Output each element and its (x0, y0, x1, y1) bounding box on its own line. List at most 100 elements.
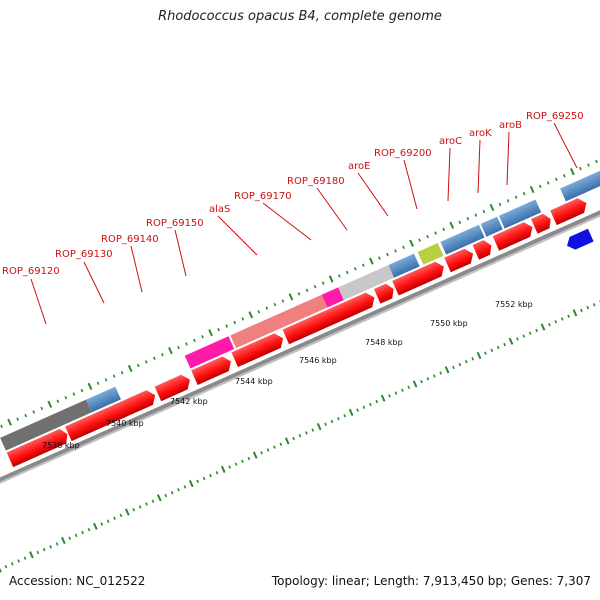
minor-tick (100, 522, 104, 526)
minor-tick (458, 362, 462, 367)
minor-tick (145, 502, 148, 506)
genome-summary: Topology: linear; Length: 7,913,450 bp; … (271, 574, 591, 588)
minor-tick (324, 422, 327, 427)
minor-tick (337, 416, 340, 421)
cds-arrow (444, 248, 474, 273)
major-tick (569, 168, 575, 176)
kbp-label: 7538 kbp (42, 441, 80, 450)
major-tick (412, 380, 418, 388)
minor-tick (260, 451, 263, 455)
minor-tick (164, 493, 168, 498)
gene-label: ROP_69120 (2, 266, 60, 277)
gene-label: ROP_69150 (146, 218, 204, 229)
major-tick (127, 364, 133, 373)
minor-tick (10, 562, 14, 566)
minor-tick (439, 371, 443, 375)
minor-tick (418, 238, 421, 242)
minor-tick (464, 360, 468, 364)
minor-tick (36, 550, 40, 555)
minor-tick (279, 442, 283, 446)
leader-line (506, 131, 510, 186)
gene-label: alaS (209, 204, 230, 215)
cds-arrow (550, 198, 587, 226)
leader-line (262, 202, 312, 241)
major-tick (489, 203, 495, 212)
minor-tick (119, 513, 123, 518)
minor-tick (426, 234, 429, 239)
major-tick (124, 508, 130, 516)
minor-tick (104, 378, 108, 382)
minor-tick (458, 220, 462, 224)
cds-arrow (282, 292, 375, 345)
minor-tick (484, 351, 487, 355)
minor-tick (120, 370, 124, 375)
cds-arrow (392, 261, 444, 296)
major-tick (188, 479, 194, 488)
kbp-label: 7546 kbp (299, 356, 337, 365)
gene-block (480, 216, 503, 237)
cds-arrow (373, 283, 394, 304)
gene-block (338, 265, 395, 301)
major-tick (348, 408, 354, 417)
minor-tick (68, 536, 72, 540)
accession-text: Accession: NC_012522 (9, 574, 146, 588)
minor-tick (225, 324, 229, 328)
major-tick (87, 382, 93, 390)
minor-tick (292, 436, 295, 441)
gene-label: ROP_69140 (101, 234, 159, 245)
genome-backbone-shadow (0, 144, 600, 513)
genome-backbone (0, 141, 600, 512)
minor-tick (170, 490, 174, 495)
minor-tick (247, 456, 251, 461)
minor-tick (113, 516, 116, 520)
minor-tick (471, 357, 475, 361)
minor-tick (297, 292, 301, 296)
gene-block (560, 168, 600, 202)
minor-tick (177, 488, 180, 492)
major-tick (444, 366, 450, 374)
minor-tick (161, 353, 164, 357)
minor-tick (356, 408, 359, 412)
gene-block (184, 336, 235, 369)
leader-line (174, 229, 187, 277)
leader-line (477, 139, 481, 194)
leader-line (403, 159, 418, 210)
minor-tick (567, 314, 570, 318)
minor-tick (177, 345, 180, 350)
major-tick (0, 565, 2, 573)
major-tick (380, 394, 386, 402)
minor-tick (516, 337, 519, 341)
minor-tick (337, 274, 341, 278)
major-tick (248, 311, 254, 319)
gene-label: ROP_69170 (234, 191, 292, 202)
minor-tick (343, 414, 347, 418)
minor-tick (55, 542, 59, 546)
minor-tick (426, 377, 430, 381)
leader-line (130, 245, 143, 293)
minor-tick (183, 485, 187, 489)
leader-line (447, 147, 451, 202)
major-tick (449, 221, 455, 229)
major-tick (168, 346, 173, 355)
minor-tick (432, 374, 436, 378)
minor-tick (474, 213, 478, 217)
minor-tick (434, 231, 438, 235)
minor-tick (592, 303, 596, 307)
minor-tick (281, 299, 285, 303)
major-tick (93, 522, 98, 530)
minor-tick (375, 399, 379, 404)
minor-tick (378, 256, 381, 260)
minor-tick (305, 288, 309, 292)
cds-arrow (191, 356, 231, 385)
leader-line (30, 278, 47, 325)
gene-label: ROP_69200 (374, 148, 432, 159)
cds-arrow (492, 222, 533, 251)
major-tick (252, 451, 258, 459)
minor-tick (586, 305, 590, 310)
minor-tick (265, 306, 269, 310)
minor-tick (305, 431, 308, 435)
minor-tick (74, 533, 78, 538)
gene-label: ROP_69180 (287, 176, 345, 187)
minor-tick (580, 308, 583, 313)
